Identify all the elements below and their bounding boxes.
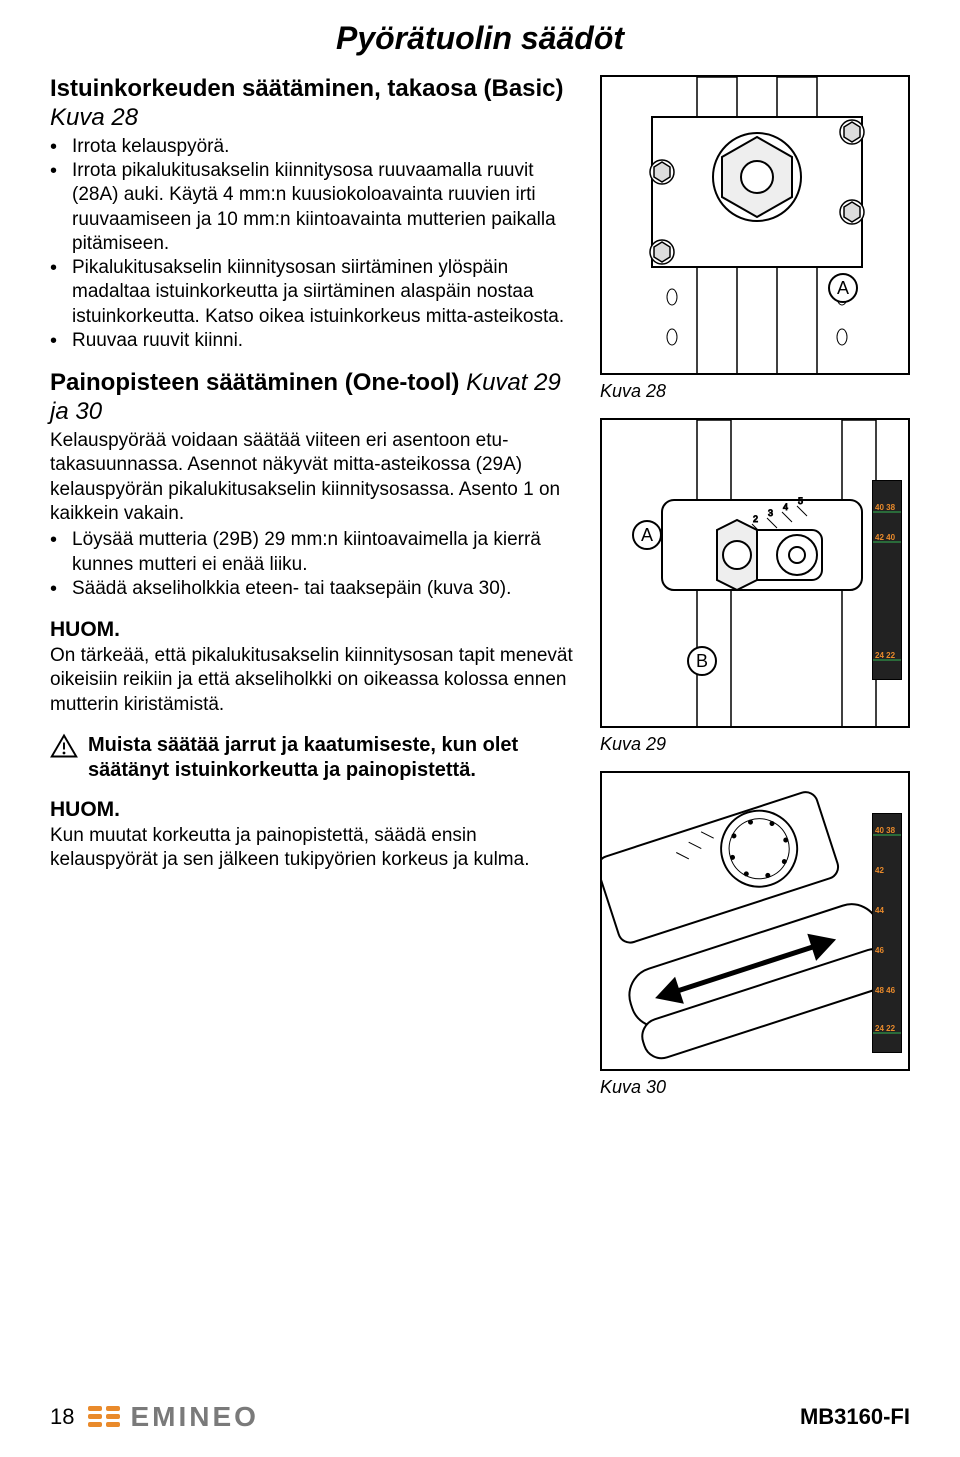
list-item: Irrota kelauspyörä. bbox=[50, 135, 580, 159]
section2-intro: Kelauspyörää voidaan säätää viiteen eri … bbox=[50, 429, 580, 526]
figure-28-caption: Kuva 28 bbox=[600, 381, 910, 402]
ruler-mark: 48 46 bbox=[875, 986, 895, 995]
figure-30-ruler: 40 38 42 44 46 48 46 24 22 bbox=[872, 813, 902, 1053]
list-item: Pikalukitusakselin kiinnitysosan siirtäm… bbox=[50, 256, 580, 329]
figure-28-svg bbox=[602, 77, 910, 375]
figure-29: 5 4 3 2 1 A B 40 38 bbox=[600, 418, 910, 728]
list-item: Ruuvaa ruuvit kiinni. bbox=[50, 329, 580, 353]
figure-30-svg bbox=[602, 773, 910, 1071]
warning-block: Muista säätää jarrut ja kaatumiseste, ku… bbox=[50, 733, 580, 783]
svg-text:2: 2 bbox=[753, 514, 758, 524]
ruler-mark: 42 bbox=[875, 866, 884, 875]
section-2: Painopisteen säätäminen (One-tool) Kuvat… bbox=[50, 369, 580, 601]
ruler-mark: 40 38 bbox=[875, 826, 895, 835]
logo: EMINEO bbox=[88, 1401, 258, 1433]
logo-text: EMINEO bbox=[130, 1401, 258, 1433]
section1-list: Irrota kelauspyörä. Irrota pikalukitusak… bbox=[50, 135, 580, 354]
footer: 18 EMINEO MB3160-FI bbox=[50, 1401, 910, 1433]
huom2-label: HUOM. bbox=[50, 797, 580, 824]
figure-28: A bbox=[600, 75, 910, 375]
doc-code: MB3160-FI bbox=[800, 1404, 910, 1430]
figure-30-caption: Kuva 30 bbox=[600, 1077, 910, 1098]
list-item: Löysää mutteria (29B) 29 mm:n kiintoavai… bbox=[50, 528, 580, 577]
section2-heading: Painopisteen säätäminen (One-tool) Kuvat… bbox=[50, 369, 580, 427]
logo-icon bbox=[88, 1402, 124, 1432]
figure-29-label-a: A bbox=[632, 520, 662, 550]
list-item: Irrota pikalukitusakselin kiinnitysosa r… bbox=[50, 159, 580, 256]
list-item: Säädä akseliholkkia eteen- tai taaksepäi… bbox=[50, 577, 580, 601]
ruler-mark: 42 40 bbox=[875, 533, 895, 542]
page-title: Pyörätuolin säädöt bbox=[50, 20, 910, 57]
page-number: 18 bbox=[50, 1404, 74, 1430]
ruler-mark: 44 bbox=[875, 906, 884, 915]
figure-29-label-b: B bbox=[687, 646, 717, 676]
left-column: Istuinkorkeuden säätäminen, takaosa (Bas… bbox=[50, 75, 580, 1114]
huom2-text: Kun muutat korkeutta ja painopistettä, s… bbox=[50, 824, 580, 873]
huom1-label: HUOM. bbox=[50, 617, 580, 644]
ruler-mark: 24 22 bbox=[875, 1024, 895, 1033]
section2-heading-text: Painopisteen säätäminen (One-tool) bbox=[50, 369, 459, 396]
figure-30: 40 38 42 44 46 48 46 24 22 bbox=[600, 771, 910, 1071]
figure-29-caption: Kuva 29 bbox=[600, 734, 910, 755]
svg-text:5: 5 bbox=[798, 496, 803, 506]
svg-text:3: 3 bbox=[768, 508, 773, 518]
section2-list: Löysää mutteria (29B) 29 mm:n kiintoavai… bbox=[50, 528, 580, 601]
ruler-mark: 40 38 bbox=[875, 503, 895, 512]
svg-text:4: 4 bbox=[783, 502, 788, 512]
warning-text: Muista säätää jarrut ja kaatumiseste, ku… bbox=[88, 733, 580, 783]
figure-28-label-a: A bbox=[828, 273, 858, 303]
ruler-mark: 24 22 bbox=[875, 651, 895, 660]
section1-ref: Kuva 28 bbox=[50, 104, 138, 131]
figure-29-svg: 5 4 3 2 1 bbox=[602, 420, 910, 728]
huom1-text: On tärkeää, että pikalukitusakselin kiin… bbox=[50, 644, 580, 717]
huom-1: HUOM. On tärkeää, että pikalukitusakseli… bbox=[50, 617, 580, 717]
section1-heading: Istuinkorkeuden säätäminen, takaosa (Bas… bbox=[50, 75, 580, 133]
huom-2: HUOM. Kun muutat korkeutta ja painopiste… bbox=[50, 797, 580, 873]
section1-heading-text: Istuinkorkeuden säätäminen, takaosa (Bas… bbox=[50, 75, 564, 102]
ruler-mark: 46 bbox=[875, 946, 884, 955]
section-1: Istuinkorkeuden säätäminen, takaosa (Bas… bbox=[50, 75, 580, 353]
figure-29-ruler: 40 38 42 40 24 22 bbox=[872, 480, 902, 680]
content-row: Istuinkorkeuden säätäminen, takaosa (Bas… bbox=[50, 75, 910, 1114]
right-column: A Kuva 28 5 4 3 2 1 bbox=[600, 75, 910, 1114]
warning-icon bbox=[50, 733, 78, 759]
